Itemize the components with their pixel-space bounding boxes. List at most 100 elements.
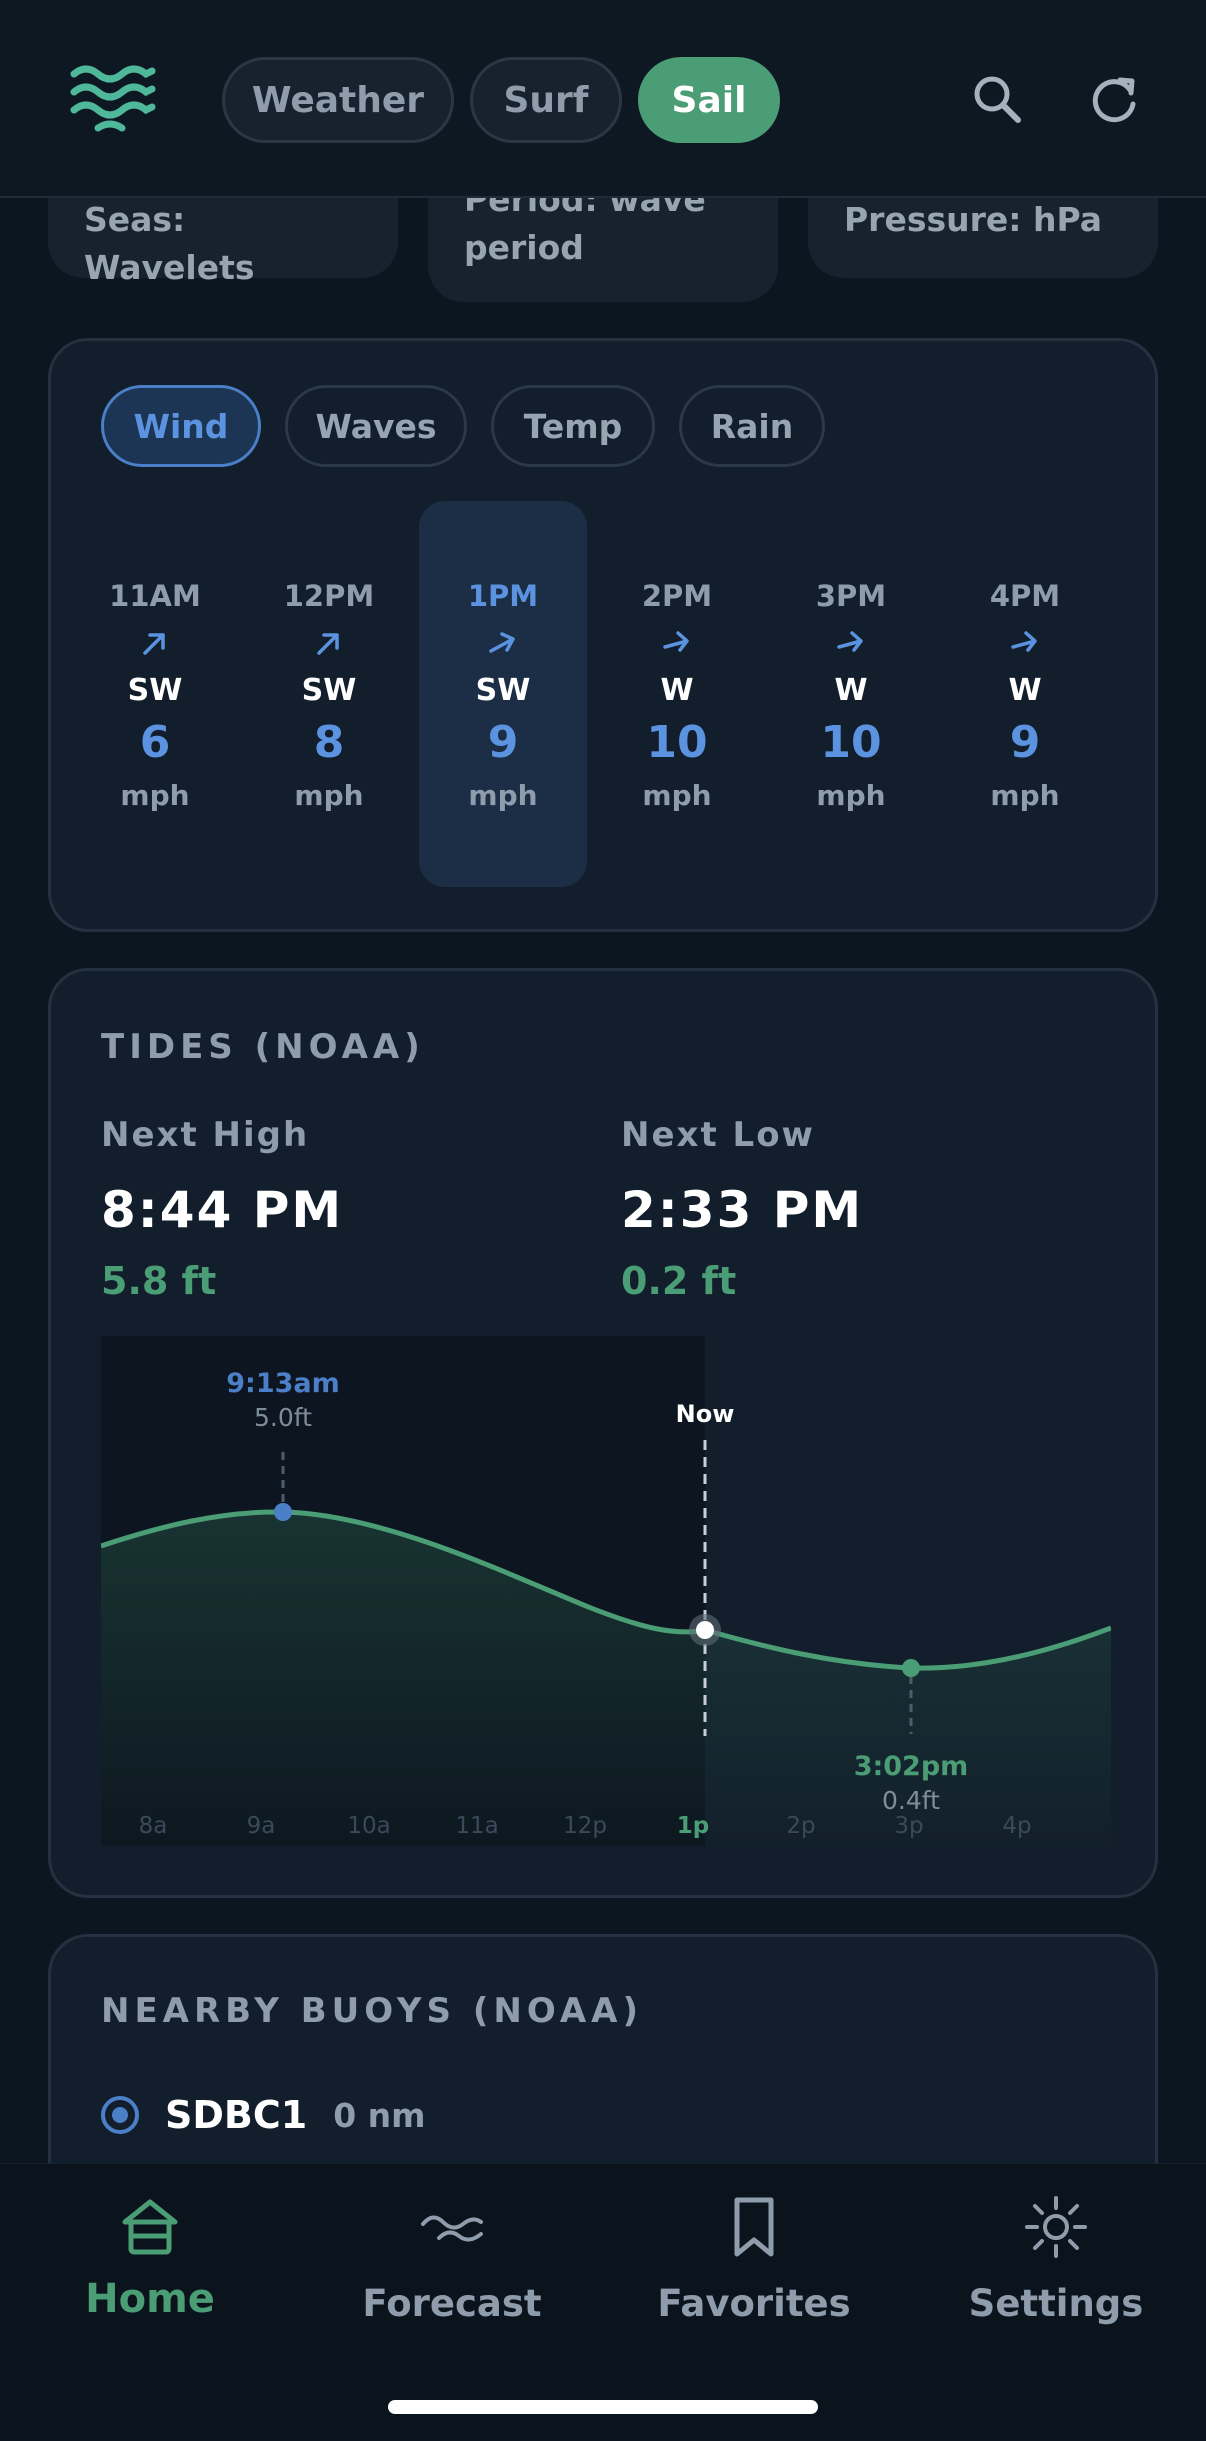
high-tide-point xyxy=(274,1503,292,1521)
nav-favorites[interactable]: Favorites xyxy=(634,2194,874,2325)
nav-favorites-label: Favorites xyxy=(657,2282,851,2325)
hour-4pm[interactable]: 4PM W 9 mph xyxy=(941,501,1109,887)
axis-tick-3p: 3p xyxy=(894,1813,923,1839)
hour-time: 2PM xyxy=(641,579,713,613)
high-tide-time: 9:13am xyxy=(226,1368,340,1399)
wind-direction: W xyxy=(660,673,694,708)
wind-unit: mph xyxy=(294,779,364,812)
wind-unit: mph xyxy=(990,779,1060,812)
hour-2pm[interactable]: 2PM W 10 mph xyxy=(593,501,761,887)
wave-icon xyxy=(421,2215,483,2242)
wind-speed: 10 xyxy=(820,717,882,768)
bookmark-icon xyxy=(734,2197,774,2257)
next-high-time: 8:44 PM xyxy=(101,1181,344,1239)
buoy-item[interactable]: SDBC1 0 nm xyxy=(101,2093,426,2137)
high-tide-height: 5.0ft xyxy=(254,1403,312,1432)
hour-3pm[interactable]: 3PM W 10 mph xyxy=(767,501,935,887)
hour-1pm[interactable]: 1PM SW 9 mph xyxy=(419,501,587,887)
wind-direction: W xyxy=(1008,673,1042,708)
nav-settings-label: Settings xyxy=(968,2282,1144,2325)
wind-speed: 8 xyxy=(313,717,345,768)
next-low-height: 0.2 ft xyxy=(621,1259,737,1303)
hour-time: 11AM xyxy=(109,579,201,613)
tab-weather-label: Weather xyxy=(251,79,425,121)
chip-wind[interactable]: Wind xyxy=(101,385,261,467)
nav-home[interactable]: Home xyxy=(30,2194,270,2322)
now-point xyxy=(696,1621,714,1639)
app-header: Weather Surf Sail xyxy=(0,0,1206,198)
wind-unit: mph xyxy=(120,779,190,812)
hour-11am[interactable]: 11AM SW 6 mph xyxy=(71,501,239,887)
chip-rain[interactable]: Rain xyxy=(679,385,825,467)
low-tide-point xyxy=(902,1659,920,1677)
axis-tick-4p: 4p xyxy=(1002,1813,1031,1839)
chip-rain-label: Rain xyxy=(710,406,794,446)
tab-sail[interactable]: Sail xyxy=(638,57,780,143)
chip-waves-label: Waves xyxy=(315,406,437,446)
next-low-time: 2:33 PM xyxy=(621,1181,864,1239)
wind-direction: SW xyxy=(127,673,183,708)
hour-12pm[interactable]: 12PM SW 8 mph xyxy=(245,501,413,887)
axis-tick-11a: 11a xyxy=(455,1813,498,1839)
chip-temp[interactable]: Temp xyxy=(491,385,655,467)
search-icon[interactable] xyxy=(968,70,1028,130)
nav-settings[interactable]: Settings xyxy=(936,2194,1176,2325)
buoy-distance: 0 nm xyxy=(333,2095,426,2135)
wind-direction: SW xyxy=(301,673,357,708)
tides-title: TIDES (NOAA) xyxy=(101,1027,425,1067)
nav-forecast-label: Forecast xyxy=(362,2282,542,2325)
refresh-icon[interactable] xyxy=(1084,70,1144,130)
arrow-northeast-icon xyxy=(143,633,165,655)
hour-time: 4PM xyxy=(989,579,1061,613)
waves-logo-icon[interactable] xyxy=(68,60,158,140)
axis-tick-1p: 1p xyxy=(677,1813,709,1839)
wind-unit: mph xyxy=(468,779,538,812)
buoy-name: SDBC1 xyxy=(165,2093,308,2137)
pressure-text: Pressure: hPa xyxy=(844,200,1103,239)
next-low-label: Next Low xyxy=(621,1115,815,1155)
tide-curve xyxy=(101,1509,1111,1671)
buoy-radio-selected[interactable] xyxy=(101,2096,139,2134)
wind-direction: W xyxy=(834,673,868,708)
wind-unit: mph xyxy=(816,779,886,812)
arrow-east-icon xyxy=(1011,631,1037,652)
buoys-title: NEARBY BUOYS (NOAA) xyxy=(101,1991,643,2031)
wind-speed: 9 xyxy=(1009,717,1041,768)
chip-temp-label: Temp xyxy=(523,406,623,446)
axis-tick-12p: 12p xyxy=(563,1813,607,1839)
axis-tick-9a: 9a xyxy=(247,1813,276,1839)
tide-chart: 9:13am 5.0ft Now 3:02pm 0.4ft 8a 9a 10a … xyxy=(101,1336,1111,1846)
arrow-east-northeast-icon xyxy=(489,632,515,653)
tab-weather[interactable]: Weather xyxy=(222,57,454,143)
period-text-line2: period xyxy=(464,228,584,267)
hour-time: 12PM xyxy=(283,579,375,613)
axis-tick-2p: 2p xyxy=(786,1813,815,1839)
nav-home-label: Home xyxy=(85,2276,215,2322)
chip-wind-label: Wind xyxy=(133,406,229,446)
wind-direction: SW xyxy=(475,673,531,708)
low-tide-time: 3:02pm xyxy=(854,1751,969,1782)
bottom-nav: Home Forecast Favorites Settings xyxy=(0,2163,1206,2441)
axis-tick-10a: 10a xyxy=(347,1813,390,1839)
hourly-forecast-card: Wind Waves Temp Rain 11AM SW 6 mph 12PM … xyxy=(48,338,1158,932)
axis-tick-8a: 8a xyxy=(139,1813,168,1839)
hour-time: 1PM xyxy=(467,579,539,613)
nav-forecast[interactable]: Forecast xyxy=(332,2194,572,2325)
home-icon xyxy=(122,2199,178,2255)
seas-text: Seas: Wavelets xyxy=(84,200,255,287)
tab-surf[interactable]: Surf xyxy=(470,57,622,143)
tab-sail-label: Sail xyxy=(671,79,747,121)
low-tide-height: 0.4ft xyxy=(882,1786,940,1815)
chip-waves[interactable]: Waves xyxy=(285,385,467,467)
tides-card: TIDES (NOAA) Next High 8:44 PM 5.8 ft Ne… xyxy=(48,968,1158,1898)
wind-speed: 6 xyxy=(139,717,171,768)
tab-surf-label: Surf xyxy=(503,79,589,121)
hour-time: 3PM xyxy=(815,579,887,613)
wind-unit: mph xyxy=(642,779,712,812)
arrow-east-icon xyxy=(837,631,863,652)
next-high-height: 5.8 ft xyxy=(101,1259,217,1303)
home-indicator[interactable] xyxy=(388,2400,818,2414)
next-high-label: Next High xyxy=(101,1115,310,1155)
gear-icon xyxy=(1025,2196,1087,2258)
arrow-east-icon xyxy=(663,631,689,652)
